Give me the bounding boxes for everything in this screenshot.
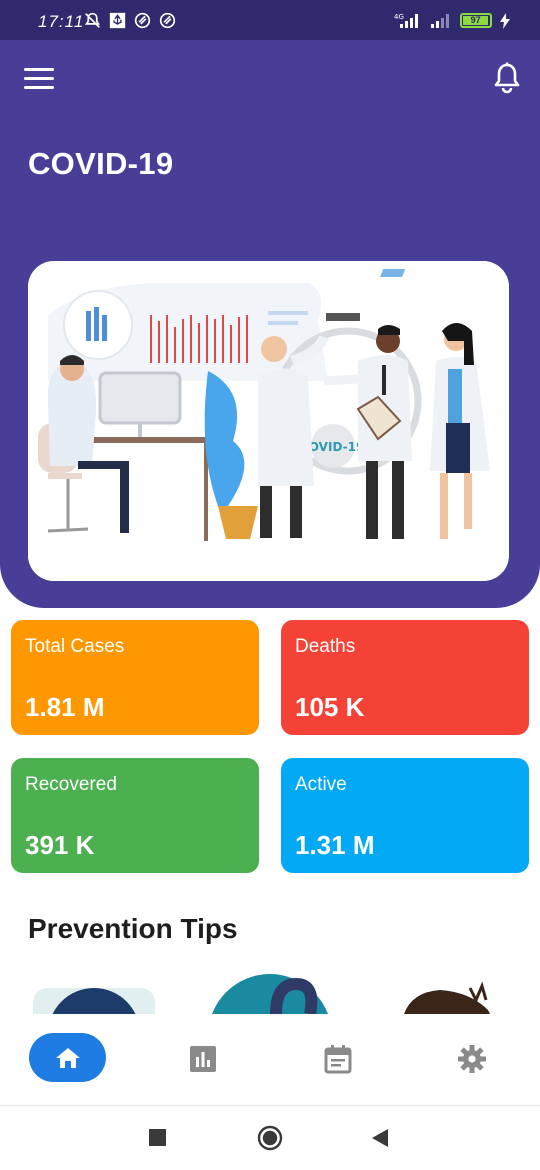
calendar-icon[interactable]: [323, 1044, 353, 1074]
prevention-tips-carousel[interactable]: [0, 970, 540, 1014]
nav-home-button[interactable]: [29, 1033, 106, 1082]
stat-label: Active: [295, 774, 347, 795]
stat-card-deaths[interactable]: Deaths 105 K: [281, 620, 529, 735]
sync-icon: [159, 12, 176, 29]
stat-card-recovered[interactable]: Recovered 391 K: [11, 758, 259, 873]
status-bar: 17:11 4G 97: [0, 0, 540, 40]
status-time: 17:11: [38, 12, 85, 31]
charging-icon: [500, 12, 510, 29]
bottom-navigation: [0, 1014, 540, 1106]
notification-bell-icon[interactable]: [492, 62, 522, 94]
status-notification-icons: [84, 12, 176, 29]
stat-value: 105 K: [295, 692, 365, 722]
battery-level: 97: [463, 16, 489, 25]
home-icon: [55, 1047, 80, 1068]
prevention-tip-thumbnails: [33, 974, 490, 1014]
battery-icon: 97: [460, 13, 492, 28]
stat-card-active[interactable]: Active 1.31 M: [281, 758, 529, 873]
hero-illustration: COVID-19: [28, 261, 509, 581]
signal-icon: [431, 14, 449, 28]
status-system-icons: 4G 97: [394, 12, 510, 29]
sync-icon: [134, 12, 151, 29]
usb-icon: [109, 12, 126, 29]
stat-label: Recovered: [25, 774, 117, 795]
back-button[interactable]: [371, 1128, 389, 1148]
menu-button[interactable]: [24, 68, 54, 90]
tip-thumbnail-3: [404, 990, 490, 1014]
stat-label: Total Cases: [25, 636, 125, 657]
page-title: COVID-19: [28, 146, 174, 181]
signal-4g-icon: 4G: [394, 13, 418, 28]
hero-caption: COVID-19: [300, 440, 364, 454]
recent-apps-button[interactable]: [149, 1129, 166, 1146]
stat-value: 1.31 M: [295, 830, 375, 860]
prevention-tips-title: Prevention Tips: [28, 913, 238, 944]
mute-bell-icon: [84, 12, 101, 28]
bar-chart-icon[interactable]: [188, 1044, 218, 1074]
home-system-button[interactable]: [257, 1125, 283, 1151]
stat-label: Deaths: [295, 636, 356, 657]
stat-card-total-cases[interactable]: Total Cases 1.81 M: [11, 620, 259, 735]
stat-value: 391 K: [25, 830, 95, 860]
doctors-illustration: COVID-19: [28, 261, 509, 581]
system-navigation-bar: [0, 1106, 540, 1170]
svg-text:4G: 4G: [394, 13, 404, 21]
menu-icon: [24, 68, 54, 71]
settings-icon[interactable]: [457, 1044, 487, 1074]
stat-value: 1.81 M: [25, 692, 105, 722]
